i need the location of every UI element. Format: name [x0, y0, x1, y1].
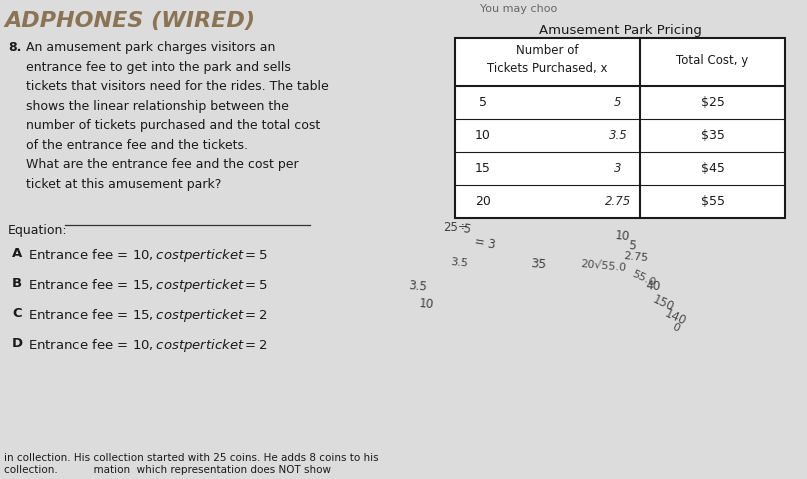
Text: 10: 10 — [614, 229, 630, 243]
Text: number of tickets purchased and the total cost: number of tickets purchased and the tota… — [26, 119, 320, 132]
Text: 20√55.0: 20√55.0 — [580, 259, 626, 273]
Text: A: A — [12, 247, 23, 260]
Text: 3: 3 — [614, 162, 621, 175]
Text: collection.           mation  which representation does NOT show: collection. mation which representation … — [4, 465, 331, 475]
Text: Entrance fee = $15, cost per ticket = $2: Entrance fee = $15, cost per ticket = $2 — [28, 307, 268, 324]
Text: 3.5: 3.5 — [408, 279, 428, 294]
Text: $45: $45 — [700, 162, 725, 175]
Text: B: B — [12, 277, 22, 290]
Text: of the entrance fee and the tickets.: of the entrance fee and the tickets. — [26, 138, 248, 151]
Text: Entrance fee = $10, cost per ticket = $2: Entrance fee = $10, cost per ticket = $2 — [28, 337, 268, 354]
Text: 10: 10 — [475, 129, 491, 142]
Text: 8.: 8. — [8, 41, 21, 54]
Text: Amusement Park Pricing: Amusement Park Pricing — [538, 24, 701, 37]
Text: 2.75: 2.75 — [623, 251, 649, 263]
Text: in collection. His collection started with 25 coins. He adds 8 coins to his: in collection. His collection started wi… — [4, 453, 378, 463]
Text: ticket at this amusement park?: ticket at this amusement park? — [26, 178, 221, 191]
Text: You may choo: You may choo — [480, 4, 558, 14]
Text: = 3: = 3 — [473, 235, 496, 251]
Text: shows the linear relationship between the: shows the linear relationship between th… — [26, 100, 289, 113]
Text: 2.75: 2.75 — [605, 195, 631, 208]
Text: $25: $25 — [700, 96, 725, 109]
Text: 40: 40 — [645, 279, 661, 293]
Text: $35: $35 — [700, 129, 725, 142]
Bar — [455, 38, 785, 218]
Text: 150: 150 — [650, 293, 675, 314]
Text: 20: 20 — [475, 195, 491, 208]
Text: 140: 140 — [662, 307, 688, 328]
Text: ADPHONES (WIRED): ADPHONES (WIRED) — [4, 11, 255, 31]
Text: Equation:: Equation: — [8, 224, 68, 237]
Text: 35: 35 — [530, 257, 547, 271]
Text: Total Cost, y: Total Cost, y — [676, 54, 749, 67]
Text: Number of
Tickets Purchased, x: Number of Tickets Purchased, x — [487, 44, 608, 75]
Text: An amusement park charges visitors an: An amusement park charges visitors an — [26, 41, 275, 54]
Text: 5: 5 — [462, 222, 471, 236]
Text: Entrance fee = $10, cost per ticket = $5: Entrance fee = $10, cost per ticket = $5 — [28, 247, 268, 264]
Text: 55.0: 55.0 — [630, 269, 657, 288]
Text: 10: 10 — [418, 297, 434, 311]
Text: Entrance fee = $15, cost per ticket = $5: Entrance fee = $15, cost per ticket = $5 — [28, 277, 268, 294]
Text: C: C — [12, 307, 22, 320]
Text: What are the entrance fee and the cost per: What are the entrance fee and the cost p… — [26, 158, 299, 171]
Text: 15: 15 — [475, 162, 491, 175]
Text: D: D — [12, 337, 23, 350]
Text: $55: $55 — [700, 195, 725, 208]
Text: 5: 5 — [479, 96, 487, 109]
Text: 0: 0 — [670, 322, 680, 334]
Text: tickets that visitors need for the rides. The table: tickets that visitors need for the rides… — [26, 80, 328, 93]
Text: 3.5: 3.5 — [450, 257, 468, 269]
Text: 3.5: 3.5 — [608, 129, 627, 142]
Text: 5: 5 — [614, 96, 621, 109]
Text: 25÷: 25÷ — [443, 221, 468, 234]
Text: entrance fee to get into the park and sells: entrance fee to get into the park and se… — [26, 60, 291, 73]
Text: 5: 5 — [628, 239, 637, 252]
